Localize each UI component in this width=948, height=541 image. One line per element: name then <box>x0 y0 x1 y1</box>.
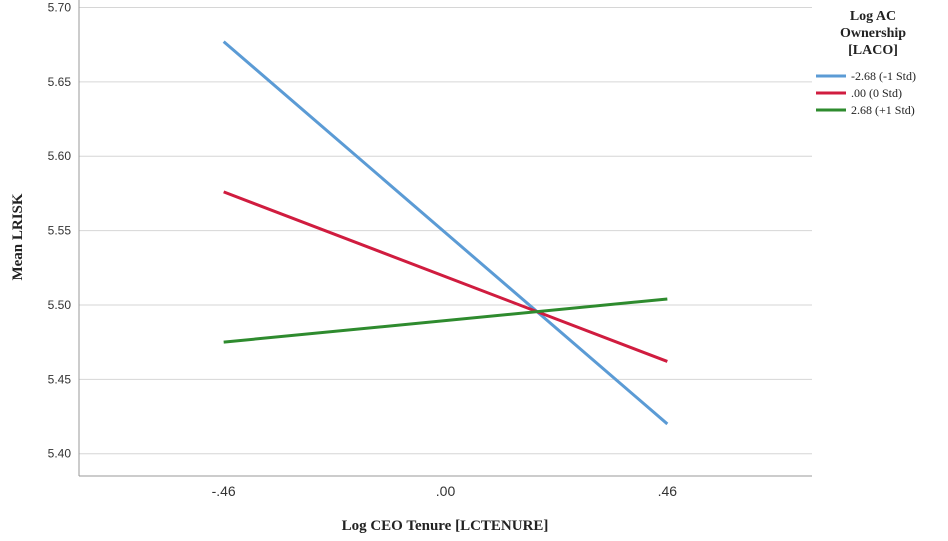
x-tick-label: -.46 <box>212 483 236 499</box>
legend-title-line-1: Log AC <box>850 9 896 24</box>
y-tick-label: 5.65 <box>48 75 72 89</box>
y-tick-label: 5.45 <box>48 372 72 386</box>
legend-items: -2.68 (-1 Std) .00 (0 Std) 2.68 (+1 Std) <box>816 69 916 117</box>
axes <box>78 0 812 477</box>
x-tick-label: .46 <box>658 483 678 499</box>
legend: Log AC Ownership [LACO] -2.68 (-1 Std) .0… <box>816 9 916 117</box>
y-tick-label: 5.70 <box>48 0 72 14</box>
legend-title-line-3: [LACO] <box>848 43 898 58</box>
plot-area <box>222 40 669 426</box>
gridlines <box>79 6 812 455</box>
legend-label-3: 2.68 (+1 Std) <box>851 103 915 117</box>
x-axis-title: Log CEO Tenure [LCTENURE] <box>342 518 549 534</box>
series-line-2 <box>223 190 668 363</box>
y-tick-label: 5.50 <box>48 298 72 312</box>
x-tick-label: .00 <box>436 483 456 499</box>
y-axis-title: Mean LRISK <box>10 193 26 280</box>
legend-label-2: .00 (0 Std) <box>851 86 902 100</box>
y-tick-label: 5.40 <box>48 447 72 461</box>
series-line-3 <box>223 297 668 344</box>
y-tick-label: 5.60 <box>48 149 72 163</box>
legend-label-1: -2.68 (-1 Std) <box>851 69 916 83</box>
tick-labels: 5.40 5.45 5.50 5.55 5.60 5.65 5.70 -.46 .00 .46 <box>48 0 678 499</box>
y-tick-label: 5.55 <box>48 224 72 238</box>
legend-title-line-2: Ownership <box>840 26 906 41</box>
series-line-1 <box>222 40 669 426</box>
